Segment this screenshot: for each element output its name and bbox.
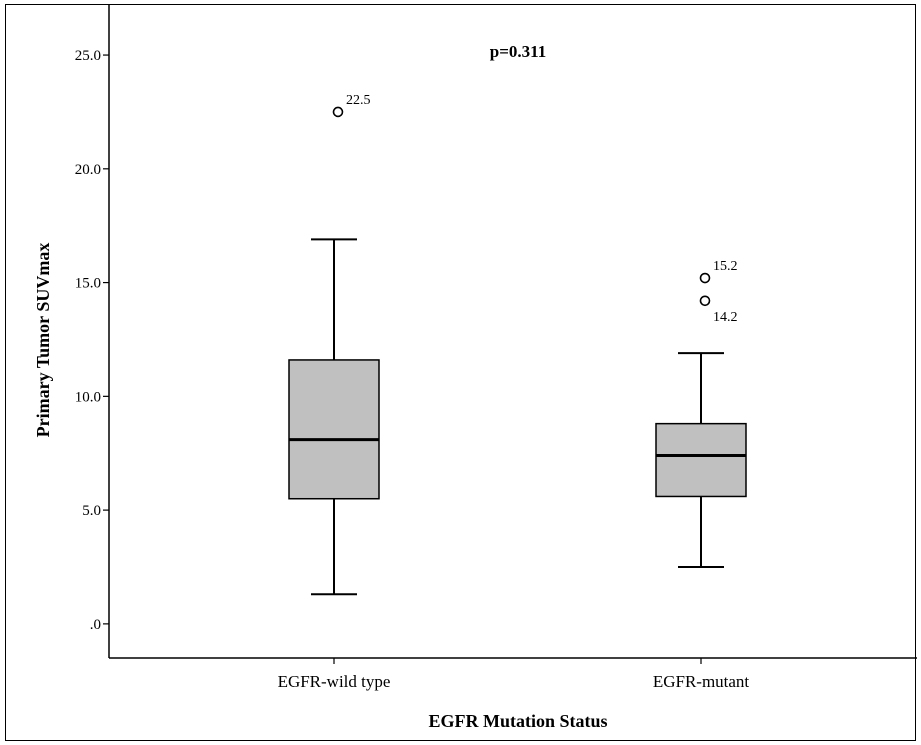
outlier-point bbox=[699, 295, 711, 307]
x-axis-title: EGFR Mutation Status bbox=[428, 711, 607, 731]
outlier-label: 15.2 bbox=[713, 259, 738, 274]
y-tick-label: 10.0 bbox=[75, 389, 101, 405]
outlier-label: 14.2 bbox=[713, 310, 738, 325]
boxes: 22.5 15.2 14.2 bbox=[288, 93, 747, 596]
outlier-point bbox=[332, 106, 344, 118]
y-tick-label: .0 bbox=[90, 617, 101, 633]
outlier-point bbox=[699, 272, 711, 284]
box-group: 22.5 bbox=[288, 93, 380, 596]
outlier-label: 22.5 bbox=[346, 93, 371, 108]
y-tick-label: 5.0 bbox=[82, 503, 101, 519]
box-group: 15.2 14.2 bbox=[655, 259, 747, 568]
p-value-annotation: p=0.311 bbox=[490, 42, 546, 61]
y-axis-title: Primary Tumor SUVmax bbox=[33, 243, 53, 438]
x-ticks: EGFR-wild type EGFR-mutant bbox=[278, 658, 750, 691]
y-tick-label: 25.0 bbox=[75, 48, 101, 64]
axes bbox=[108, 5, 917, 659]
y-tick-label: 20.0 bbox=[75, 162, 101, 178]
iqr-box bbox=[655, 422, 747, 498]
chart-frame: .0 5.0 10.0 15.0 20.0 25.0 EGFR-wild type EGFR… bbox=[5, 4, 917, 741]
iqr-box bbox=[288, 359, 380, 500]
y-tick-label: 15.0 bbox=[75, 276, 101, 292]
box-plot-chart: .05.010.015.020.025.0 EGFR-wild type EGFR… bbox=[33, 5, 917, 731]
x-tick-label: EGFR-wild type bbox=[278, 672, 391, 691]
y-ticks: .0 5.0 10.0 15.0 20.0 25.0 bbox=[75, 48, 109, 633]
x-tick-label: EGFR-mutant bbox=[653, 672, 750, 691]
